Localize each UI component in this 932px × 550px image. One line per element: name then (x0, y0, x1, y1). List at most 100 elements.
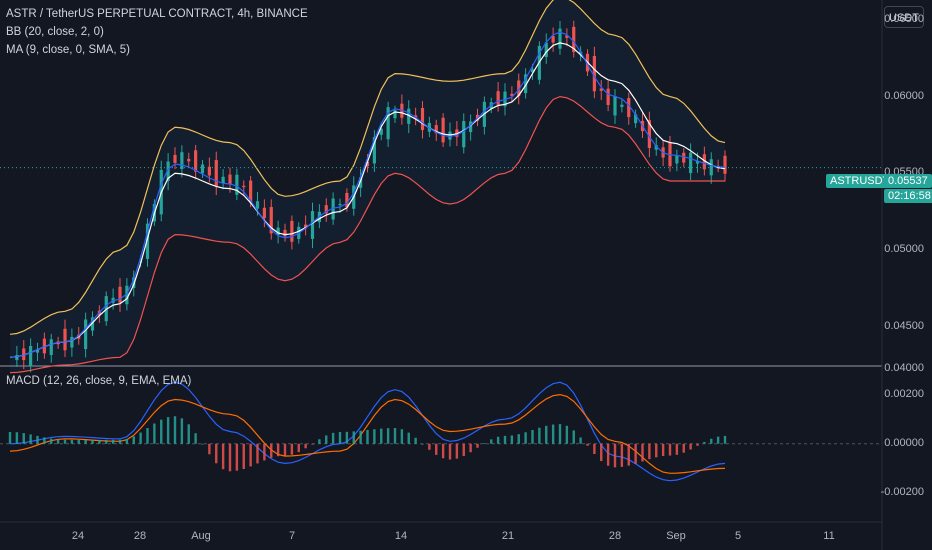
macd-histogram-bar (8, 431, 12, 444)
macd-histogram-bar (270, 443, 273, 458)
candle-body (723, 155, 727, 174)
macd-histogram-bar (558, 424, 562, 444)
ma-line (9, 31, 726, 358)
macd-histogram-bar (304, 443, 307, 449)
candle-body (118, 286, 122, 303)
macd-histogram-bar (146, 428, 149, 444)
macd-histogram-bar (538, 427, 541, 444)
macd-histogram-bar (84, 439, 87, 444)
candle-body (689, 152, 693, 174)
candle-body (530, 69, 535, 73)
candle-body (145, 223, 150, 259)
macd-histogram-bar (201, 443, 204, 445)
macd-histogram-bar (105, 439, 108, 444)
ma-indicator-label[interactable]: MA (9, close, 0, SMA, 5) (6, 44, 130, 56)
time-tick-label: Aug (191, 530, 211, 542)
candle-body (49, 339, 53, 356)
macd-histogram-bar (400, 429, 404, 444)
macd-histogram-bar (56, 439, 60, 444)
macd-tick-label: 0.00000 (884, 436, 924, 449)
macd-histogram-bar (462, 443, 465, 457)
macd-histogram-bar (77, 439, 80, 444)
candle-body (276, 227, 280, 236)
candle-body (269, 207, 273, 234)
candle-body (695, 160, 700, 164)
time-tick-label: 28 (608, 530, 622, 542)
bb-indicator-label[interactable]: BB (20, close, 2, 0) (6, 26, 104, 38)
candle-body (235, 174, 239, 195)
candle-body (345, 192, 349, 208)
candle-body (249, 180, 253, 203)
macd-histogram-bar (338, 431, 342, 444)
macd-histogram-bar (386, 428, 390, 444)
candle-body (592, 55, 596, 92)
macd-histogram-bar (593, 443, 596, 455)
candle-body (331, 198, 335, 220)
candle-body (599, 88, 603, 91)
candle-body (496, 91, 500, 105)
candle-body (187, 158, 191, 162)
candle-body (132, 277, 136, 288)
macd-histogram-bar (627, 443, 630, 466)
bb-upper-line (9, 0, 726, 335)
candle-body (393, 110, 397, 119)
candle-body (627, 98, 631, 118)
macd-histogram-bar (682, 443, 685, 453)
macd-histogram-bar (173, 416, 177, 444)
macd-histogram-bar (380, 428, 383, 444)
macd-histogram-bar (524, 432, 527, 444)
macd-tick-label: -0.00200 (880, 485, 924, 498)
candle-body (634, 114, 638, 124)
macd-histogram-bar (228, 443, 232, 472)
candle-body (558, 28, 562, 49)
macd-histogram-bar (352, 431, 355, 444)
macd-histogram-bar (153, 423, 156, 444)
macd-histogram-bar (98, 439, 101, 444)
price-tick-label: 0.06500 (884, 12, 924, 25)
candle-body (379, 128, 383, 135)
candle-body (620, 104, 624, 108)
macd-histogram-bar (160, 419, 163, 444)
candle-body (324, 205, 328, 214)
candle-body (42, 338, 46, 354)
candle-body (441, 117, 445, 143)
macd-histogram-bar (517, 434, 520, 444)
candle-body (290, 220, 294, 242)
candle-body (70, 336, 74, 348)
candle-body (510, 93, 514, 96)
candle-body (400, 103, 404, 118)
candle-body (524, 74, 528, 94)
unit-selector-button[interactable]: USDT (884, 6, 924, 28)
macd-indicator-label[interactable]: MACD (12, 26, close, 9, EMA, EMA) (6, 375, 192, 387)
macd-histogram-bar (435, 443, 438, 455)
candle-body (228, 174, 232, 185)
candle-body (682, 152, 686, 163)
macd-histogram-bar (655, 443, 658, 458)
macd-histogram-bar (194, 433, 197, 444)
macd-histogram-bar (606, 443, 610, 466)
bb-basis-line (9, 42, 726, 358)
macd-histogram-bar (510, 435, 514, 444)
macd-histogram-bar (373, 429, 376, 444)
price-tick-label: 0.05000 (884, 242, 924, 255)
candle-body (359, 177, 363, 188)
candle-body (613, 96, 617, 116)
candle-body (63, 328, 67, 351)
macd-histogram-bar (421, 443, 424, 445)
macd-histogram-bar (318, 439, 321, 444)
candle-body (180, 152, 184, 170)
macd-histogram-bar (723, 435, 727, 444)
macd-histogram-bar (675, 443, 679, 455)
time-tick-label: 5 (734, 530, 742, 542)
macd-histogram-bar (469, 443, 472, 453)
candle-body (702, 154, 706, 170)
time-tick-label: 24 (71, 530, 85, 542)
candle-body (420, 108, 425, 131)
macd-histogram-bar (345, 431, 349, 444)
price-tick-label: 0.06000 (884, 89, 924, 102)
price-tick-label: 0.04500 (884, 319, 924, 332)
time-tick-label: Sep (666, 530, 686, 542)
macd-histogram-bar (22, 433, 25, 444)
